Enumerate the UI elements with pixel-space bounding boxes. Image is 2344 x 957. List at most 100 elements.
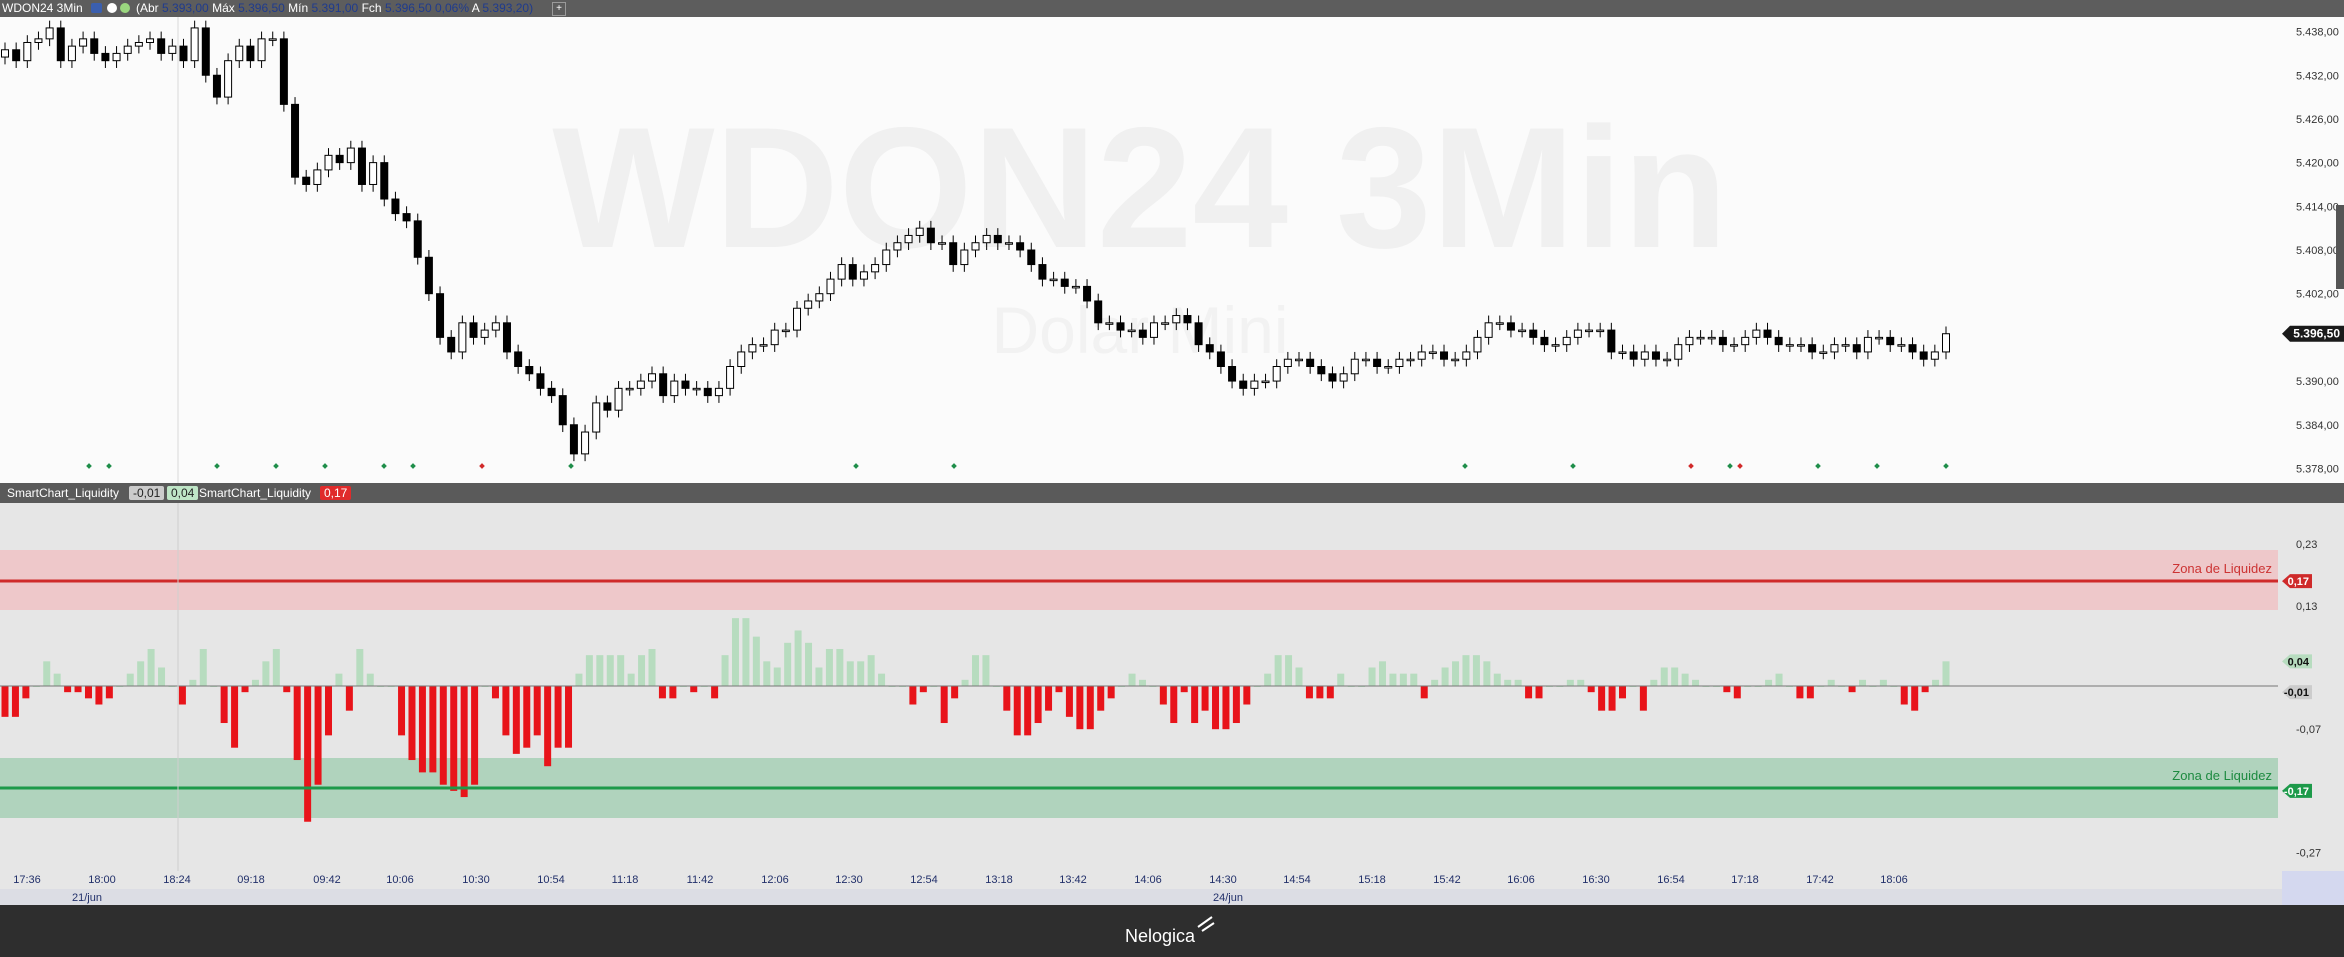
- candle: [324, 148, 333, 178]
- status-icon[interactable]: [120, 3, 130, 13]
- candle: [1741, 330, 1750, 352]
- candle: [1484, 315, 1493, 345]
- candle: [1830, 337, 1839, 360]
- candle-up: [1105, 322, 1114, 325]
- candle: [926, 220, 935, 250]
- candle-down: [558, 395, 567, 426]
- candle: [1785, 337, 1794, 352]
- candle: [625, 381, 634, 396]
- candle: [993, 228, 1002, 250]
- liquidity-bar: [199, 648, 207, 686]
- candle-down: [380, 162, 389, 200]
- candle-down: [1038, 264, 1047, 280]
- liquidity-bar: [836, 648, 844, 686]
- minus-icon[interactable]: [107, 3, 117, 13]
- candle-down: [1083, 285, 1092, 302]
- candle-up: [1149, 322, 1158, 338]
- candle-up: [1462, 351, 1471, 360]
- candle-down: [12, 49, 21, 62]
- liquidity-bar: [1024, 686, 1032, 736]
- candle-up: [759, 344, 768, 347]
- liquidity-bar: [1243, 686, 1251, 705]
- candle-down: [525, 366, 534, 375]
- liquidity-bar: [147, 648, 155, 686]
- time-tick-label: 16:54: [1657, 874, 1685, 886]
- liquidity-bar-chart[interactable]: Zona de Liquidez Zona de Liquidez 0,23 0,…: [0, 503, 2344, 871]
- candle: [1216, 344, 1225, 374]
- indicator-name[interactable]: SmartChart_Liquidity: [7, 486, 120, 500]
- liquidity-bar: [961, 679, 969, 686]
- liquidity-bar: [1942, 661, 1950, 686]
- candle-down: [1016, 242, 1025, 251]
- candle: [1596, 322, 1605, 338]
- indicator-value-badge: -0,01: [129, 486, 165, 500]
- candlestick-chart[interactable]: WDON24 3Min Dolar Mini 5.438,005.432,005…: [0, 17, 2344, 483]
- liquidity-bar: [283, 686, 291, 693]
- scroll-handle[interactable]: [2336, 205, 2344, 289]
- candle: [848, 257, 857, 287]
- candle-up: [34, 38, 43, 43]
- candle: [1562, 330, 1571, 352]
- candle-down: [413, 220, 422, 258]
- symbol-label[interactable]: WDON24 3Min: [2, 1, 83, 15]
- candle-up: [1071, 285, 1080, 289]
- indicator-tag-label: -0,17: [2284, 786, 2309, 798]
- liquidity-bar: [439, 686, 447, 785]
- liquidity-bar: [1441, 667, 1449, 686]
- candle-up: [1350, 358, 1359, 375]
- indicator-value-tag: -0,01: [2282, 685, 2312, 700]
- time-tick-label: 14:54: [1283, 874, 1311, 886]
- liquidity-bar: [794, 630, 802, 686]
- avg-value: 5.393,20): [482, 1, 534, 15]
- liquidity-bar: [1535, 686, 1543, 699]
- liquidity-indicator-panel[interactable]: Zona de Liquidez Zona de Liquidez 0,23 0,…: [0, 503, 2344, 871]
- time-tick-label: 11:18: [612, 874, 639, 886]
- price-tick-label: 5.390,00: [2296, 376, 2339, 388]
- candle: [1852, 337, 1861, 360]
- liquidity-bar: [220, 686, 228, 724]
- candle: [1138, 322, 1147, 345]
- candle: [1428, 344, 1437, 360]
- candle-up: [1250, 380, 1259, 389]
- liquidity-bar: [784, 642, 792, 686]
- candle-down: [1373, 358, 1382, 367]
- time-tick-label: 10:06: [386, 874, 414, 886]
- liquidity-bar: [1493, 673, 1501, 686]
- indicator-name[interactable]: SmartChart_Liquidity: [199, 486, 312, 500]
- candle: [1105, 315, 1114, 331]
- candle: [1127, 322, 1136, 338]
- candle: [960, 242, 969, 272]
- candle-up: [692, 387, 701, 391]
- liquidity-bar: [1128, 673, 1136, 686]
- candle-down: [1228, 366, 1237, 382]
- candle: [1250, 373, 1259, 396]
- candle-up: [592, 402, 601, 433]
- toolbar-icon[interactable]: [91, 3, 102, 13]
- candle-up: [1596, 329, 1605, 333]
- candle-up: [268, 38, 277, 41]
- liquidity-bar: [272, 648, 280, 686]
- candle-up: [1875, 336, 1884, 340]
- candle-up: [1384, 366, 1393, 369]
- liquidity-bar: [846, 661, 854, 686]
- indicator-tag-bg: [2282, 654, 2312, 669]
- indicator-tag-bg: [2282, 783, 2312, 798]
- liquidity-bar: [105, 686, 113, 699]
- time-tick-label: 15:42: [1433, 874, 1461, 886]
- liquidity-bar: [1420, 686, 1428, 699]
- candle-down: [335, 154, 344, 164]
- candle: [670, 373, 679, 403]
- candle-down: [1529, 329, 1538, 338]
- candle: [781, 322, 790, 338]
- candle-up: [458, 322, 467, 353]
- candle: [1685, 330, 1694, 352]
- liquidity-bar: [669, 686, 677, 699]
- candle-up: [726, 366, 735, 389]
- price-chart-panel[interactable]: WDON24 3Min Dolar Mini 5.438,00 5.432,00 5…: [0, 17, 2344, 483]
- candle: [469, 315, 478, 345]
- candle: [1651, 344, 1660, 367]
- add-symbol-button[interactable]: +: [552, 2, 566, 16]
- liquidity-bar: [763, 661, 771, 686]
- time-tick-label: 18:00: [88, 874, 116, 886]
- candle-down: [424, 256, 433, 295]
